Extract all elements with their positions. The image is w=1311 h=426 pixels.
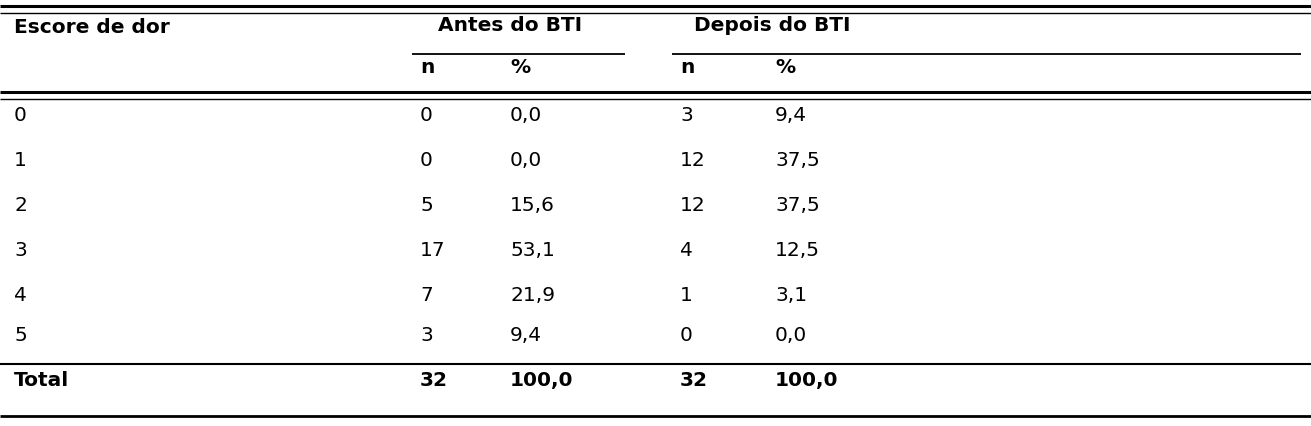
Text: 0,0: 0,0	[510, 151, 543, 170]
Text: 9,4: 9,4	[510, 326, 543, 345]
Text: 100,0: 100,0	[510, 371, 573, 390]
Text: 0: 0	[420, 151, 433, 170]
Text: 0: 0	[14, 106, 26, 125]
Text: %: %	[775, 58, 796, 77]
Text: 5: 5	[420, 196, 433, 215]
Text: Total: Total	[14, 371, 69, 390]
Text: 0: 0	[420, 106, 433, 125]
Text: 3,1: 3,1	[775, 286, 808, 305]
Text: 32: 32	[680, 371, 708, 390]
Text: 53,1: 53,1	[510, 241, 555, 260]
Text: Antes do BTI: Antes do BTI	[438, 16, 582, 35]
Text: 4: 4	[680, 241, 694, 260]
Text: Escore de dor: Escore de dor	[14, 18, 169, 37]
Text: 0,0: 0,0	[775, 326, 808, 345]
Text: Depois do BTI: Depois do BTI	[694, 16, 851, 35]
Text: 3: 3	[680, 106, 692, 125]
Text: %: %	[510, 58, 530, 77]
Text: 32: 32	[420, 371, 448, 390]
Text: 0: 0	[680, 326, 694, 345]
Text: 3: 3	[420, 326, 433, 345]
Text: 5: 5	[14, 326, 26, 345]
Text: 9,4: 9,4	[775, 106, 808, 125]
Text: 12: 12	[680, 196, 705, 215]
Text: 4: 4	[14, 286, 26, 305]
Text: 37,5: 37,5	[775, 196, 819, 215]
Text: 21,9: 21,9	[510, 286, 555, 305]
Text: 2: 2	[14, 196, 26, 215]
Text: n: n	[680, 58, 695, 77]
Text: 17: 17	[420, 241, 446, 260]
Text: 1: 1	[14, 151, 26, 170]
Text: 7: 7	[420, 286, 433, 305]
Text: 3: 3	[14, 241, 26, 260]
Text: n: n	[420, 58, 434, 77]
Text: 12: 12	[680, 151, 705, 170]
Text: 100,0: 100,0	[775, 371, 839, 390]
Text: 15,6: 15,6	[510, 196, 555, 215]
Text: 0,0: 0,0	[510, 106, 543, 125]
Text: 37,5: 37,5	[775, 151, 819, 170]
Text: 1: 1	[680, 286, 694, 305]
Text: 12,5: 12,5	[775, 241, 819, 260]
